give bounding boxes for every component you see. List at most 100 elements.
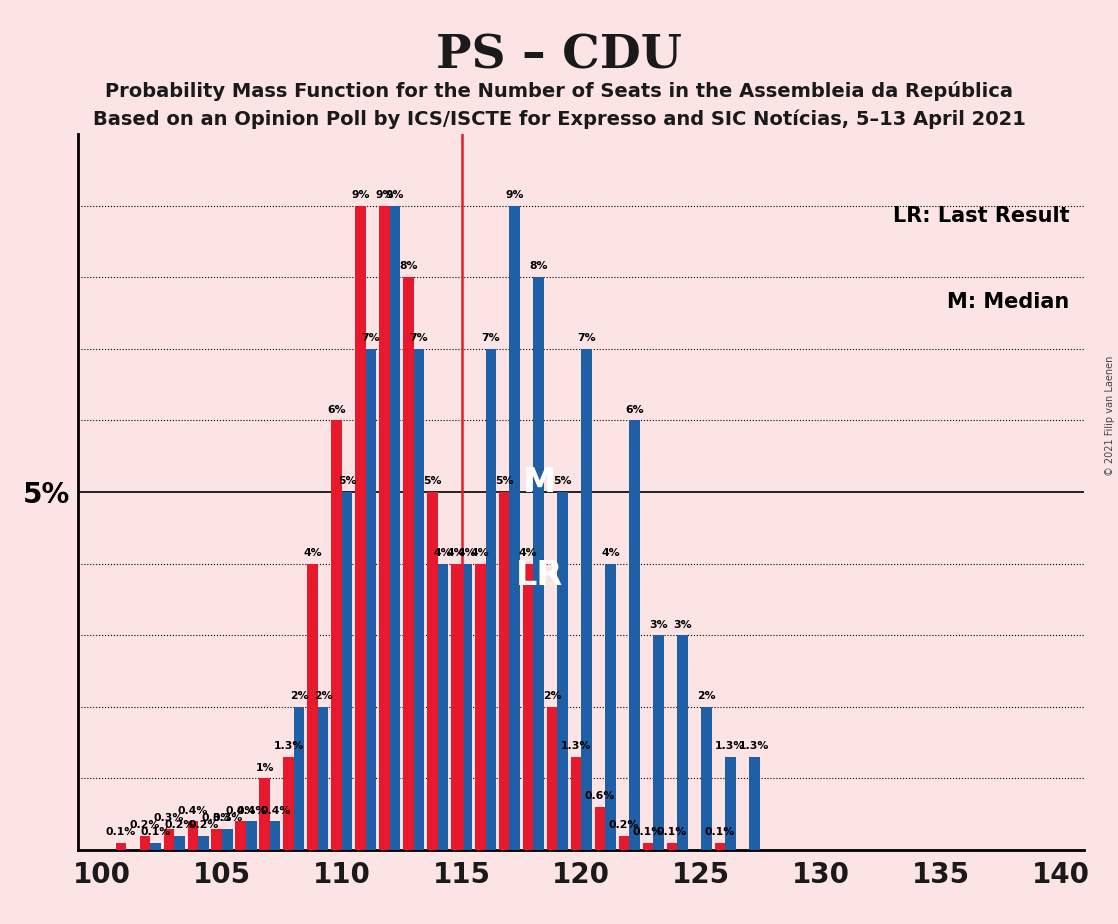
Bar xyxy=(714,843,726,850)
Text: 2%: 2% xyxy=(314,691,332,701)
Text: 4%: 4% xyxy=(471,548,490,558)
Bar xyxy=(726,757,736,850)
Text: 4%: 4% xyxy=(447,548,465,558)
Text: 1%: 1% xyxy=(255,762,274,772)
Bar xyxy=(510,206,520,850)
Text: 4%: 4% xyxy=(434,548,452,558)
Text: 7%: 7% xyxy=(362,333,380,343)
Text: 6%: 6% xyxy=(328,405,345,415)
Text: 5%: 5% xyxy=(495,476,513,486)
Bar xyxy=(150,843,161,850)
Text: 0.3%: 0.3% xyxy=(153,813,184,823)
Text: 0.3%: 0.3% xyxy=(201,813,231,823)
Bar xyxy=(318,707,329,850)
Text: 7%: 7% xyxy=(409,333,428,343)
Text: 0.1%: 0.1% xyxy=(656,827,688,837)
Bar xyxy=(211,829,222,850)
Bar xyxy=(427,492,437,850)
Bar xyxy=(581,349,591,850)
Text: 2%: 2% xyxy=(290,691,309,701)
Bar xyxy=(605,564,616,850)
Text: 5%: 5% xyxy=(423,476,442,486)
Text: 0.2%: 0.2% xyxy=(164,820,195,830)
Bar xyxy=(390,206,400,850)
Text: 0.1%: 0.1% xyxy=(140,827,171,837)
Text: 8%: 8% xyxy=(530,261,548,272)
Text: 3%: 3% xyxy=(673,619,692,629)
Bar xyxy=(140,836,150,850)
Bar xyxy=(404,277,414,850)
Text: LR: Last Result: LR: Last Result xyxy=(893,206,1070,225)
Bar xyxy=(414,349,424,850)
Text: 0.4%: 0.4% xyxy=(178,806,208,816)
Text: 4%: 4% xyxy=(457,548,476,558)
Bar xyxy=(629,420,639,850)
Bar xyxy=(236,821,246,850)
Text: 6%: 6% xyxy=(625,405,644,415)
Bar xyxy=(485,349,496,850)
Text: 2%: 2% xyxy=(543,691,561,701)
Text: 0.4%: 0.4% xyxy=(260,806,291,816)
Text: PS – CDU: PS – CDU xyxy=(436,32,682,79)
Text: 0.2%: 0.2% xyxy=(188,820,218,830)
Bar xyxy=(174,836,184,850)
Bar xyxy=(342,492,352,850)
Text: 0.4%: 0.4% xyxy=(226,806,256,816)
Text: M: M xyxy=(523,467,556,499)
Text: 3%: 3% xyxy=(650,619,667,629)
Bar xyxy=(366,349,377,850)
Text: M: Median: M: Median xyxy=(947,292,1070,311)
Bar xyxy=(547,707,558,850)
Bar xyxy=(558,492,568,850)
Bar xyxy=(523,564,533,850)
Bar xyxy=(294,707,304,850)
Text: 8%: 8% xyxy=(399,261,418,272)
Text: 1.3%: 1.3% xyxy=(716,741,746,751)
Bar xyxy=(115,843,126,850)
Bar xyxy=(331,420,342,850)
Text: 7%: 7% xyxy=(482,333,500,343)
Text: 0.1%: 0.1% xyxy=(106,827,136,837)
Bar xyxy=(749,757,759,850)
Bar xyxy=(163,829,174,850)
Bar xyxy=(379,206,390,850)
Text: LR: LR xyxy=(515,559,563,592)
Text: 9%: 9% xyxy=(351,189,370,200)
Text: 1.3%: 1.3% xyxy=(739,741,769,751)
Bar xyxy=(666,843,678,850)
Text: 1.3%: 1.3% xyxy=(274,741,304,751)
Text: 0.2%: 0.2% xyxy=(609,820,639,830)
Bar xyxy=(451,564,462,850)
Bar xyxy=(462,564,472,850)
Text: 9%: 9% xyxy=(376,189,394,200)
Text: 5%: 5% xyxy=(338,476,357,486)
Bar xyxy=(283,757,294,850)
Text: 4%: 4% xyxy=(601,548,619,558)
Bar xyxy=(701,707,712,850)
Bar xyxy=(533,277,544,850)
Text: 5%: 5% xyxy=(553,476,572,486)
Text: 2%: 2% xyxy=(698,691,716,701)
Text: 0.1%: 0.1% xyxy=(704,827,735,837)
Text: Based on an Opinion Poll by ICS/ISCTE for Expresso and SIC Notícias, 5–13 April : Based on an Opinion Poll by ICS/ISCTE fo… xyxy=(93,109,1025,128)
Bar xyxy=(499,492,510,850)
Text: 4%: 4% xyxy=(519,548,538,558)
Text: 0.1%: 0.1% xyxy=(633,827,663,837)
Bar xyxy=(259,778,269,850)
Bar xyxy=(437,564,448,850)
Text: 9%: 9% xyxy=(386,189,405,200)
Bar xyxy=(188,821,198,850)
Bar xyxy=(653,636,664,850)
Text: © 2021 Filip van Laenen: © 2021 Filip van Laenen xyxy=(1105,356,1115,476)
Bar xyxy=(198,836,209,850)
Text: 0.4%: 0.4% xyxy=(236,806,266,816)
Bar xyxy=(356,206,366,850)
Bar xyxy=(307,564,318,850)
Bar xyxy=(475,564,485,850)
Bar xyxy=(595,808,605,850)
Bar xyxy=(571,757,581,850)
Text: 9%: 9% xyxy=(505,189,524,200)
Text: 7%: 7% xyxy=(577,333,596,343)
Text: 1.3%: 1.3% xyxy=(561,741,591,751)
Bar xyxy=(269,821,281,850)
